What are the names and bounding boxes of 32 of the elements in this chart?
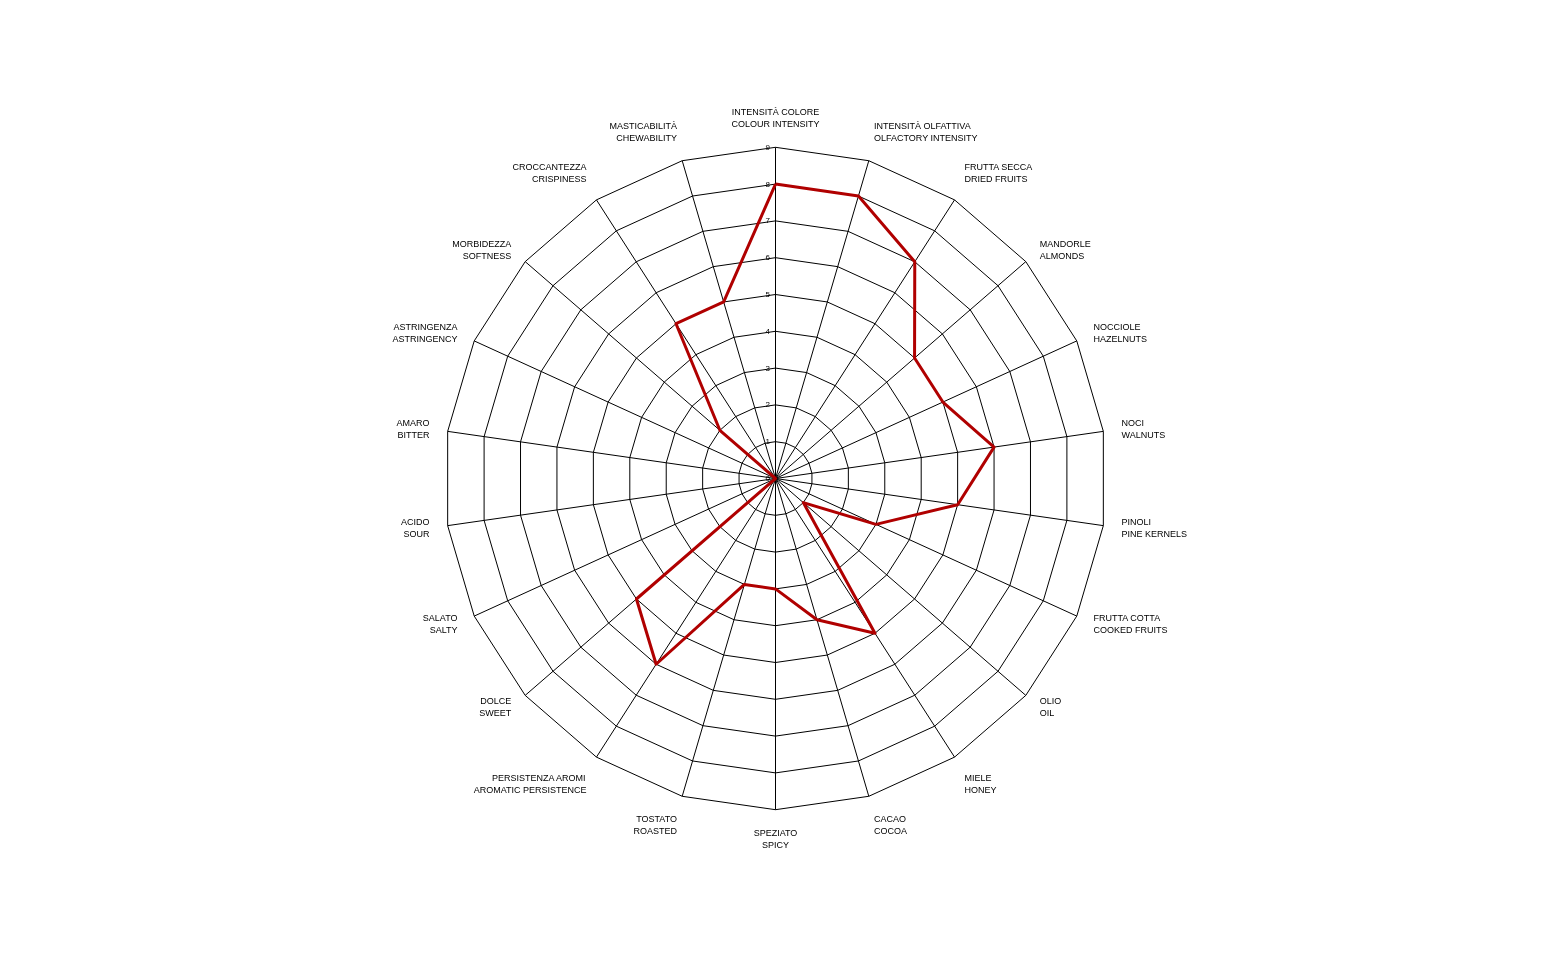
- spoke-label: AMARO BITTER: [396, 417, 430, 440]
- spoke-label: SPEZIATO SPICY: [753, 828, 798, 851]
- spoke-label: PERSISTENZA AROMI AROMATIC PERSISTENCE: [473, 772, 587, 795]
- spoke-label: MASTICABILITÀ CHEWABILITY: [609, 121, 678, 144]
- y-tick-label: 3: [765, 363, 771, 373]
- spoke-label: ASTRINGENZA ASTRINGENCY: [392, 322, 458, 345]
- spoke-label: FRUTTA COTTA COOKED FRUITS: [1093, 612, 1168, 635]
- spoke-label: SALATO SALTY: [422, 612, 458, 635]
- spoke-label: FRUTTA SECCA DRIED FRUITS: [964, 162, 1033, 185]
- spoke-label: MORBIDEZZA SOFTNESS: [452, 238, 512, 261]
- spoke-label: INTENSITÀ OLFATTIVA OLFACTORY INTENSITY: [873, 121, 978, 144]
- spoke-label: NOCI WALNUTS: [1121, 417, 1166, 440]
- spoke-label: DOLCE SWEET: [479, 696, 512, 719]
- y-tick-label: 1: [765, 437, 771, 447]
- spoke-label: CROCCANTEZZA CRISPINESS: [512, 162, 587, 185]
- spoke-label: TOSTATO ROASTED: [633, 813, 678, 836]
- y-tick-label: 2: [765, 400, 771, 410]
- spoke-label: MIELE HONEY: [964, 772, 997, 795]
- y-tick-label: 4: [765, 326, 771, 336]
- y-tick-label: 0: [765, 474, 771, 483]
- y-tick-label: 9: [765, 142, 771, 152]
- spoke-label: NOCCIOLE HAZELNUTS: [1093, 322, 1148, 345]
- spoke-label: INTENSITÀ COLORE COLOUR INTENSITY: [731, 106, 820, 129]
- spoke-label: OLIO OIL: [1039, 696, 1062, 719]
- y-tick-label: 6: [765, 253, 771, 263]
- y-tick-label: 7: [765, 216, 771, 226]
- y-tick-label: 8: [765, 179, 771, 189]
- spoke-label: ACIDO SOUR: [400, 517, 430, 540]
- spoke-label: MANDORLE ALMONDS: [1039, 238, 1091, 261]
- spoke-label: PINOLI PINE KERNELS: [1121, 517, 1188, 540]
- y-tick-label: 5: [765, 290, 771, 299]
- spoke-label: CACAO COCOA: [873, 813, 908, 836]
